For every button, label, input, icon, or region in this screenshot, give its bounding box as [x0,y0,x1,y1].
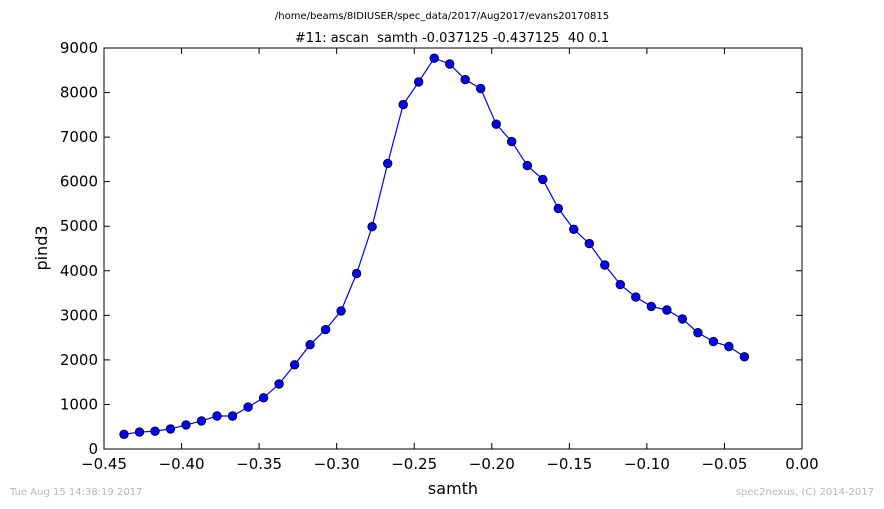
data-point [569,224,579,235]
data-point [677,314,688,324]
data-point [724,341,734,352]
chart-title: #11: ascan samth -0.037125 -0.437125 40 … [295,31,609,46]
data-point [491,119,501,129]
data-point [646,301,657,312]
y-tick-label: 4000 [60,262,98,280]
data-point [196,416,207,426]
y-tick-label: 0 [88,440,98,458]
data-point [414,77,424,87]
data-point [398,99,408,110]
data-point [476,83,486,94]
data-point [289,360,300,370]
x-tick-label: −0.45 [81,455,127,473]
y-tick-label: 2000 [60,351,98,369]
data-point [351,268,362,279]
data-path: /home/beams/8IDIUSER/spec_data/2017/Aug2… [275,11,609,22]
data-point [538,174,548,185]
x-tick-label: −0.30 [314,455,360,473]
data-point [460,74,470,85]
data-point [336,306,346,316]
data-point [150,426,160,436]
y-tick-label: 9000 [60,39,98,57]
data-point [522,160,533,171]
data-point [227,411,238,421]
x-tick-label: −0.40 [159,455,205,473]
y-tick-label: 6000 [60,173,98,191]
y-tick-label: 3000 [60,306,98,324]
x-tick-label: −0.10 [624,455,670,473]
data-point [708,336,719,347]
y-tick-label: 7000 [60,128,98,146]
x-tick-label: −0.25 [391,455,437,473]
data-point [615,279,626,290]
data-point [258,393,269,403]
y-tick-label: 5000 [60,217,98,235]
data-point [212,411,222,421]
x-tick-label: −0.15 [546,455,592,473]
data-point [631,292,641,302]
data-point [165,424,176,434]
data-point [383,158,393,169]
data-point [445,59,455,69]
data-point [134,427,145,437]
x-tick-label: −0.20 [469,455,515,473]
data-point [553,203,564,214]
data-point [367,221,377,232]
data-point [320,324,331,335]
data-point [119,429,129,440]
data-point [274,379,284,389]
data-point [243,402,253,412]
x-tick-label: 0.00 [785,455,818,473]
y-tick-label: 1000 [60,395,98,413]
y-tick-label: 8000 [60,84,98,102]
data-point [739,352,750,362]
data-point [584,238,595,249]
series-line [123,57,745,435]
x-tick-label: −0.05 [701,455,747,473]
data-point [693,328,703,338]
data-point [305,340,315,350]
x-tick-label: −0.35 [236,455,282,473]
footer-timestamp: Tue Aug 15 14:38:19 2017 [10,487,143,498]
data-point [181,420,191,430]
data-point [662,305,672,315]
footer-credit: spec2nexus, (C) 2014-2017 [735,487,874,498]
data-point [429,53,439,63]
data-point [507,136,517,147]
x-axis-label: samth [428,479,478,498]
y-axis-label: pind3 [32,225,51,270]
data-point [600,260,610,270]
plot-frame [103,47,803,450]
